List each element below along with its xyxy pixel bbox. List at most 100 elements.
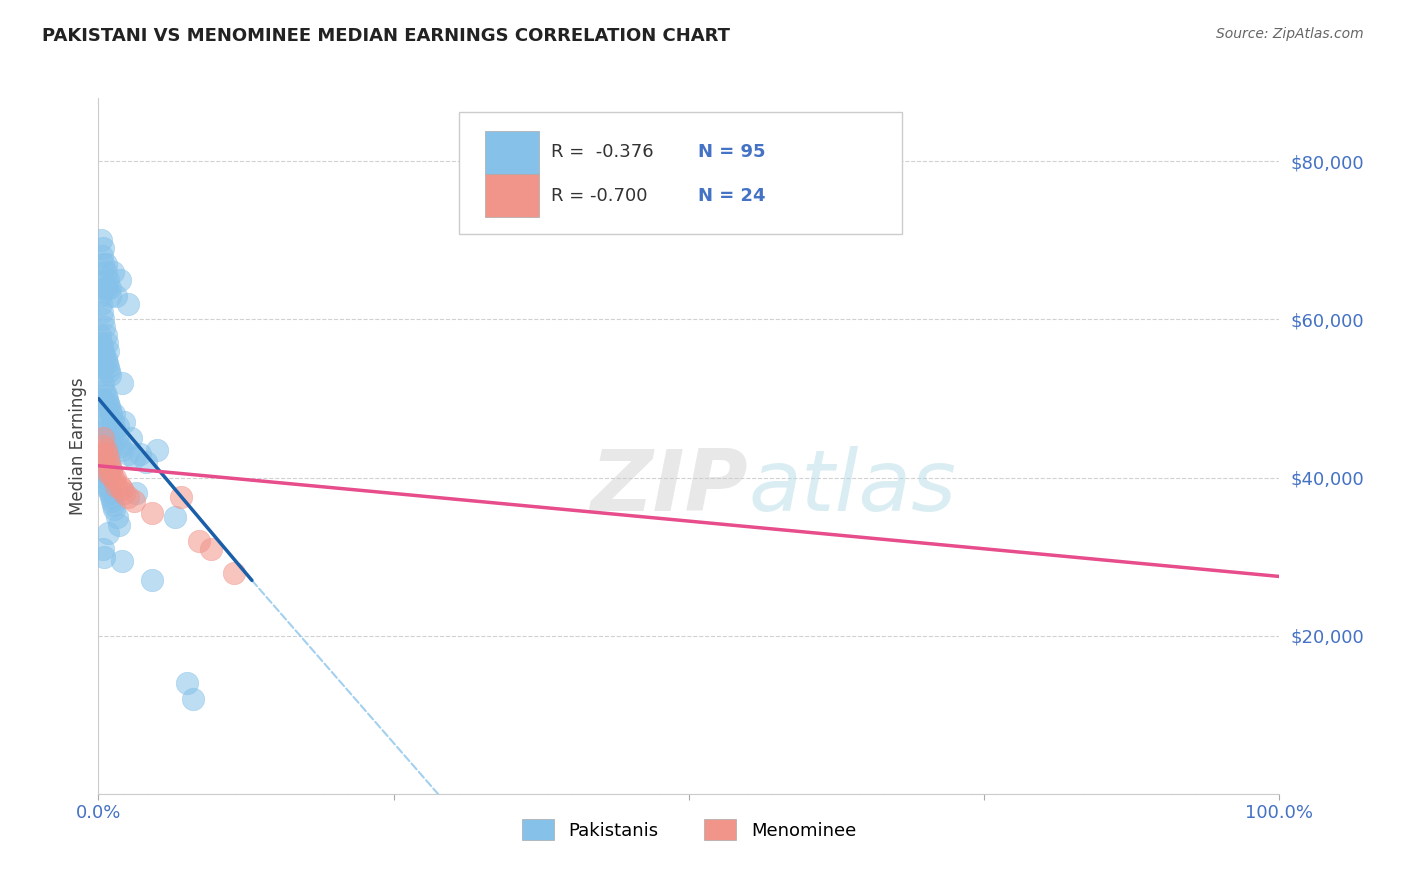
Point: [93, 467, 115, 481]
Point: [94, 475, 117, 489]
Point: [111, 554, 134, 568]
Point: [93, 455, 115, 469]
Point: [104, 423, 127, 437]
Point: [90, 359, 112, 374]
Point: [94, 447, 117, 461]
Point: [108, 478, 131, 492]
Point: [111, 376, 134, 390]
Point: [90, 458, 112, 473]
Point: [111, 442, 134, 457]
Point: [91, 541, 114, 556]
Point: [98, 364, 121, 378]
Point: [91, 241, 114, 255]
Point: [94, 387, 117, 401]
Point: [89, 289, 111, 303]
Point: [141, 574, 163, 588]
Point: [105, 289, 128, 303]
Point: [96, 463, 118, 477]
Point: [98, 403, 121, 417]
Point: [94, 257, 117, 271]
Point: [100, 435, 122, 450]
Point: [96, 419, 118, 434]
Point: [108, 273, 131, 287]
Point: [93, 348, 115, 362]
Point: [128, 447, 150, 461]
Text: N = 95: N = 95: [699, 144, 766, 161]
Point: [103, 498, 125, 512]
Point: [97, 395, 120, 409]
Text: atlas: atlas: [748, 446, 956, 529]
Point: [98, 455, 121, 469]
Point: [141, 506, 163, 520]
Point: [93, 320, 115, 334]
Text: R =  -0.376: R = -0.376: [551, 144, 654, 161]
Point: [200, 541, 222, 556]
Point: [96, 392, 118, 406]
Point: [96, 336, 118, 351]
Point: [91, 304, 114, 318]
Point: [101, 439, 124, 453]
Point: [93, 408, 115, 422]
Point: [103, 502, 125, 516]
Point: [107, 419, 129, 434]
Point: [98, 427, 121, 442]
Point: [97, 450, 120, 465]
Point: [98, 458, 121, 473]
Point: [98, 400, 121, 414]
Point: [91, 368, 114, 382]
Point: [117, 447, 139, 461]
Point: [91, 257, 114, 271]
FancyBboxPatch shape: [485, 131, 538, 174]
Point: [112, 415, 135, 429]
Point: [100, 463, 122, 477]
Point: [224, 566, 246, 580]
Point: [91, 340, 114, 354]
Point: [104, 470, 127, 484]
Point: [93, 384, 115, 398]
Point: [89, 455, 111, 469]
Point: [100, 491, 122, 505]
Point: [187, 533, 209, 548]
Point: [97, 423, 120, 437]
Point: [96, 356, 118, 370]
Point: [146, 442, 169, 457]
Point: [98, 368, 121, 382]
Text: R = -0.700: R = -0.700: [551, 186, 647, 204]
Point: [117, 296, 139, 310]
Point: [91, 447, 114, 461]
Point: [97, 344, 120, 359]
Point: [108, 518, 131, 533]
Point: [93, 549, 115, 564]
Point: [125, 486, 148, 500]
Point: [91, 312, 114, 326]
Point: [91, 273, 114, 287]
Point: [98, 486, 121, 500]
Point: [97, 273, 120, 287]
Point: [97, 483, 120, 497]
Point: [181, 692, 204, 706]
Point: [100, 408, 122, 422]
Point: [111, 483, 134, 497]
Point: [91, 249, 114, 263]
Y-axis label: Median Earnings: Median Earnings: [69, 377, 87, 515]
Point: [96, 281, 118, 295]
Point: [94, 470, 117, 484]
Point: [176, 676, 198, 690]
Point: [112, 486, 135, 500]
Point: [94, 265, 117, 279]
Point: [105, 510, 128, 524]
Point: [90, 336, 112, 351]
Point: [96, 478, 118, 492]
Point: [117, 491, 139, 505]
Text: ZIP: ZIP: [591, 446, 748, 529]
Point: [170, 491, 193, 505]
FancyBboxPatch shape: [485, 174, 538, 217]
Point: [91, 463, 114, 477]
Point: [98, 467, 121, 481]
Point: [101, 470, 124, 484]
Legend: Pakistanis, Menominee: Pakistanis, Menominee: [515, 813, 863, 847]
Point: [94, 442, 117, 457]
Point: [91, 376, 114, 390]
Point: [91, 439, 114, 453]
Point: [122, 450, 145, 465]
